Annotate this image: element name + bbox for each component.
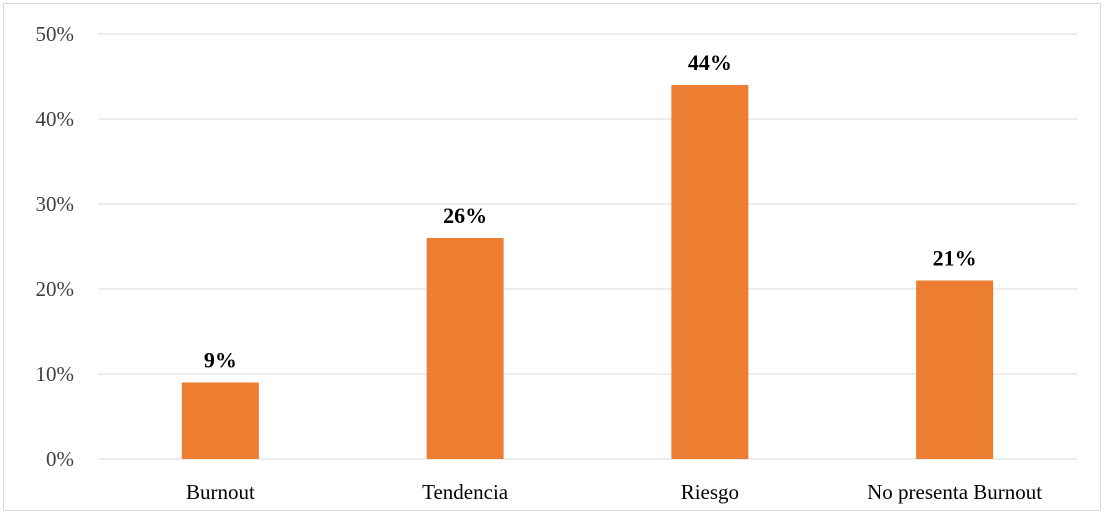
data-label: 9%	[204, 348, 237, 373]
bar	[426, 238, 504, 459]
x-category-label: No presenta Burnout	[867, 480, 1042, 504]
bar	[916, 280, 994, 459]
data-label: 26%	[443, 203, 487, 228]
chart-area: 0% 10% 20% 30% 40% 50% 9% 26% 44% 21% Burnout Ten…	[3, 3, 1101, 511]
bars	[181, 85, 994, 459]
bar	[181, 382, 259, 459]
data-label: 44%	[688, 50, 732, 75]
x-category-label: Riesgo	[681, 480, 739, 504]
gridlines	[98, 33, 1077, 460]
x-axis-category-labels: Burnout Tendencia Riesgo No presenta Burnou…	[186, 480, 1042, 504]
y-tick-label: 10%	[36, 362, 75, 386]
y-tick-label: 20%	[36, 277, 75, 301]
bar	[671, 85, 749, 459]
x-category-label: Tendencia	[422, 480, 509, 504]
y-tick-label: 50%	[36, 22, 75, 46]
bar-chart: 0% 10% 20% 30% 40% 50% 9% 26% 44% 21% Burnout Ten…	[36, 22, 1077, 504]
x-category-label: Burnout	[186, 480, 255, 504]
y-tick-label: 30%	[36, 192, 75, 216]
y-tick-label: 0%	[46, 447, 74, 471]
y-tick-label: 40%	[36, 107, 75, 131]
data-label: 21%	[933, 246, 977, 271]
y-axis-tick-labels: 0% 10% 20% 30% 40% 50%	[36, 22, 75, 471]
data-labels: 9% 26% 44% 21%	[204, 50, 977, 373]
